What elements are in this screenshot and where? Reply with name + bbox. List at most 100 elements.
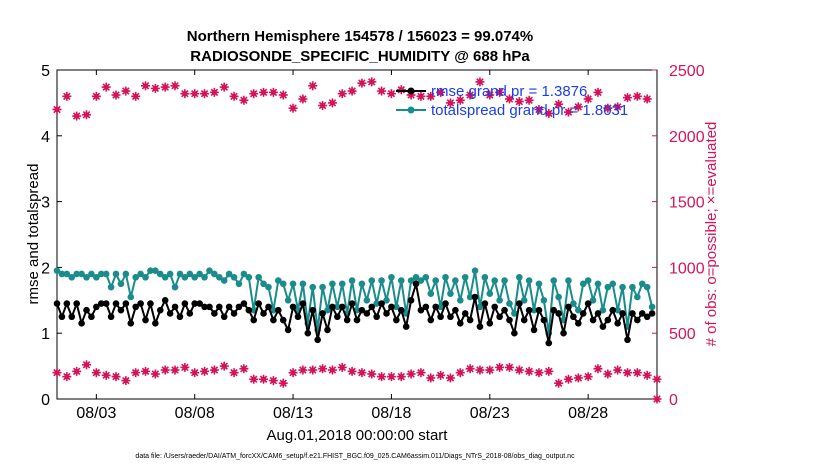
totalspread-point — [501, 277, 508, 284]
rmse-point — [565, 303, 572, 311]
obs-evaluated-point — [367, 369, 377, 379]
legend: rmse grand pr = 1.3876 totalspread grand… — [396, 83, 628, 119]
obs-evaluated-point — [91, 368, 101, 378]
obs-marker-core — [438, 89, 444, 95]
y-left-ticks: 0 1 2 3 4 5 — [41, 63, 62, 409]
obs-evaluated-point — [593, 364, 603, 374]
obs-possible-point — [82, 110, 92, 120]
rmse-point — [230, 310, 238, 317]
obs-marker-core — [182, 91, 188, 97]
totalspread-point — [93, 273, 100, 281]
totalspread-point — [215, 273, 223, 281]
rmse-point — [314, 336, 321, 344]
obs-marker-core — [182, 364, 188, 371]
rmse-point — [304, 329, 312, 337]
rmse-point — [240, 300, 248, 307]
rmse-point — [358, 306, 366, 314]
obs-possible-point — [367, 77, 377, 87]
obs-possible-point — [445, 98, 455, 108]
rmse-point — [471, 293, 479, 301]
obs-marker-core — [428, 375, 434, 381]
totalspread-point — [437, 303, 444, 311]
obs-possible-point — [357, 78, 367, 88]
rmse-point — [525, 306, 533, 314]
obs-marker-core — [624, 370, 631, 376]
rmse-point — [171, 303, 179, 311]
obs-evaluated-point — [426, 373, 436, 383]
totalspread-point — [191, 273, 199, 281]
totalspread-point — [412, 273, 420, 281]
rmse-point — [515, 300, 523, 307]
rmse-point — [555, 310, 562, 317]
rmse-point — [58, 313, 66, 321]
obs-evaluated-point — [318, 364, 328, 374]
obs-evaluated-point — [622, 368, 632, 378]
obs-evaluated-point — [209, 365, 219, 375]
x-tick-label: 08/03 — [76, 405, 116, 422]
rmse-point — [496, 313, 503, 321]
obs-marker-core — [290, 370, 296, 376]
obs-evaluated-point — [268, 376, 278, 386]
totalspread-point — [383, 297, 390, 304]
obs-marker-core — [201, 91, 208, 97]
y-right-tick-label: 1500 — [669, 195, 705, 212]
plot-area — [56, 69, 658, 400]
obs-marker-core — [457, 97, 463, 103]
obs-marker-core — [497, 89, 503, 95]
obs-marker-core — [339, 91, 345, 97]
totalspread-point — [58, 270, 66, 278]
obs-possible-point — [229, 91, 239, 101]
rmse-point — [279, 316, 287, 324]
rmse-point — [156, 306, 164, 314]
obs-marker-core — [310, 83, 316, 89]
obs-marker-core — [349, 88, 355, 94]
obs-marker-core — [260, 89, 267, 95]
rmse-point — [348, 300, 356, 307]
totalspread-point — [634, 293, 641, 301]
rmse-point — [334, 313, 341, 321]
totalspread-point — [319, 283, 326, 291]
totalspread-point — [417, 277, 425, 284]
obs-possible-point — [632, 91, 642, 101]
obs-possible-point — [504, 94, 514, 104]
obs-marker-core — [526, 97, 532, 103]
rmse-point — [619, 310, 626, 317]
rmse-point — [378, 300, 385, 307]
rmse-point — [584, 300, 592, 307]
totalspread-point — [97, 270, 105, 278]
obs-possible-point — [495, 87, 505, 97]
totalspread-point — [324, 306, 331, 314]
rmse-point — [368, 303, 376, 311]
obs-possible-point — [534, 104, 544, 114]
rmse-point — [545, 339, 553, 347]
obs-possible-point — [259, 87, 269, 97]
rmse-point — [68, 313, 76, 321]
obs-possible-point — [318, 101, 328, 111]
totalspread-point — [156, 270, 164, 278]
rmse-point — [397, 306, 405, 314]
obs-marker-core — [93, 370, 99, 376]
totalspread-point — [83, 273, 90, 281]
obs-evaluated-point — [62, 372, 72, 382]
obs-marker-core — [192, 370, 198, 376]
y-right-ticks: 0 500 1000 1500 2000 2500 — [652, 63, 705, 409]
obs-marker-core — [300, 96, 306, 102]
obs-marker-core — [103, 84, 109, 90]
y-left-tick-label: 3 — [41, 195, 50, 212]
totalspread-point — [176, 270, 184, 278]
rmse-point — [353, 316, 361, 324]
rmse-point — [152, 320, 159, 327]
rmse-point — [447, 313, 454, 321]
totalspread-point — [643, 283, 651, 291]
rmse-point — [250, 316, 258, 324]
obs-evaluated-point — [249, 374, 259, 384]
totalspread-point — [73, 270, 80, 278]
rmse-point — [166, 310, 174, 317]
totalspread-point — [594, 280, 602, 288]
rmse-point — [393, 316, 400, 324]
obs-marker-core — [605, 105, 611, 111]
obs-marker-core — [369, 79, 375, 85]
obs-evaluated-point — [200, 366, 210, 376]
obs-marker-core — [447, 100, 454, 106]
obs-possible-point — [337, 89, 347, 99]
